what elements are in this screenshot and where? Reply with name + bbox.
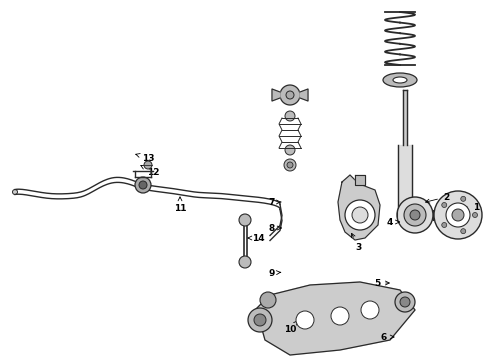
Text: 2: 2 (426, 193, 449, 203)
Polygon shape (255, 282, 415, 355)
Polygon shape (355, 175, 365, 185)
Circle shape (345, 200, 375, 230)
Circle shape (135, 177, 151, 193)
Circle shape (260, 292, 276, 308)
Circle shape (434, 191, 482, 239)
Polygon shape (300, 89, 308, 101)
Circle shape (472, 212, 477, 217)
Circle shape (397, 197, 433, 233)
Text: 3: 3 (351, 233, 361, 252)
Ellipse shape (393, 77, 407, 83)
Circle shape (442, 222, 447, 228)
Circle shape (239, 256, 251, 268)
Text: 5: 5 (374, 279, 389, 288)
Circle shape (361, 301, 379, 319)
Circle shape (404, 204, 426, 226)
Text: 1: 1 (456, 202, 479, 212)
Circle shape (287, 162, 293, 168)
Circle shape (400, 297, 410, 307)
Circle shape (13, 189, 18, 194)
Text: 14: 14 (248, 234, 264, 243)
Text: 6: 6 (381, 333, 394, 342)
Text: 4: 4 (387, 217, 399, 226)
Circle shape (144, 161, 152, 169)
Circle shape (352, 207, 368, 223)
Text: 12: 12 (141, 166, 159, 176)
Circle shape (286, 91, 294, 99)
Circle shape (248, 308, 272, 332)
Circle shape (410, 210, 420, 220)
Text: 13: 13 (136, 153, 154, 162)
Circle shape (239, 214, 251, 226)
Text: 8: 8 (269, 224, 281, 233)
Circle shape (285, 145, 295, 155)
Text: 9: 9 (269, 269, 281, 278)
Polygon shape (272, 89, 280, 101)
Circle shape (296, 311, 314, 329)
Text: 10: 10 (284, 320, 298, 334)
Circle shape (395, 292, 415, 312)
Circle shape (284, 159, 296, 171)
Circle shape (280, 85, 300, 105)
Ellipse shape (383, 73, 417, 87)
Circle shape (331, 307, 349, 325)
Circle shape (285, 111, 295, 121)
Polygon shape (338, 175, 380, 240)
Circle shape (139, 181, 147, 189)
Circle shape (461, 196, 466, 201)
Text: 7: 7 (269, 198, 281, 207)
Circle shape (254, 314, 266, 326)
Circle shape (442, 203, 447, 207)
Circle shape (461, 229, 466, 234)
Circle shape (446, 203, 470, 227)
Text: 11: 11 (174, 197, 186, 212)
Circle shape (452, 209, 464, 221)
